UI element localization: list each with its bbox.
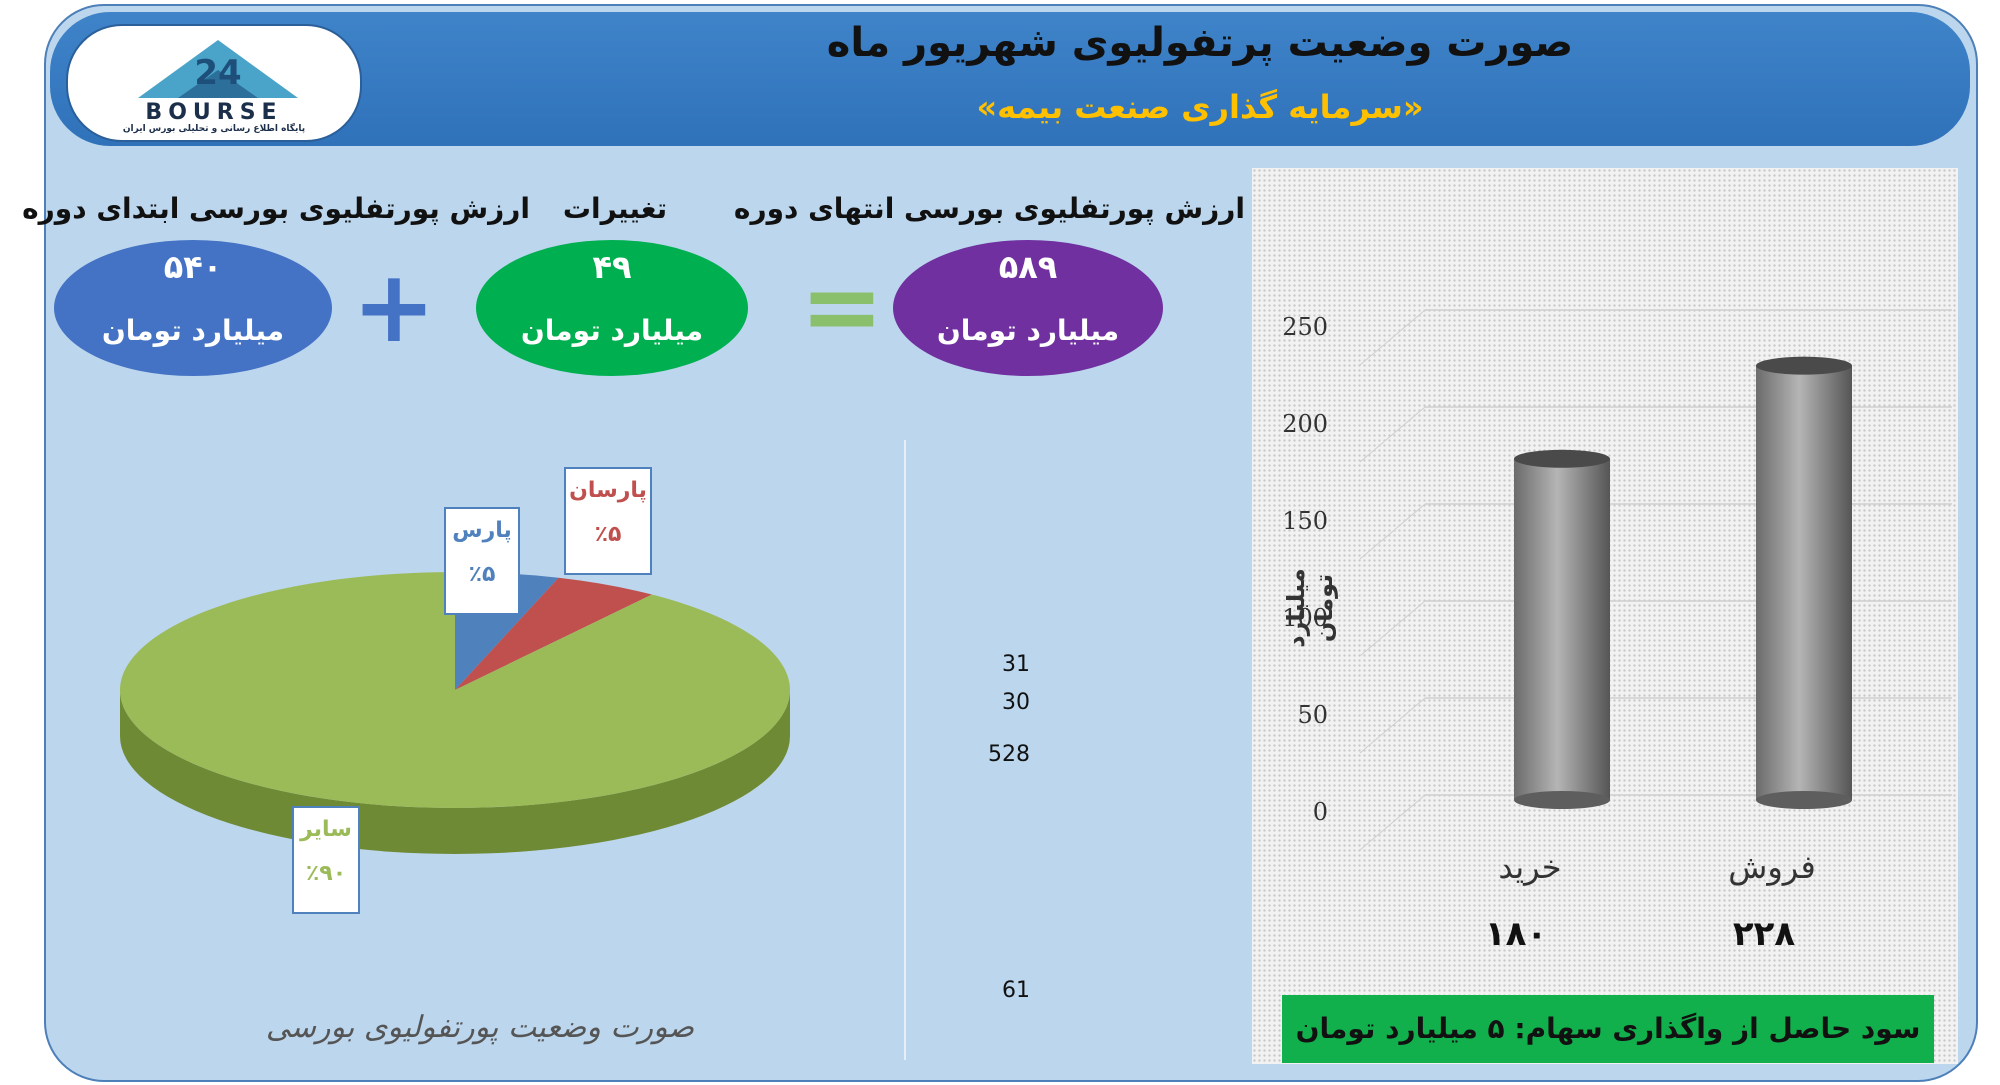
header-banner [50,12,1970,146]
page-title: صورت وضعیت پرتفولیوی شهریور ماه [826,20,1574,66]
bar-value-buy: ۱۸۰ [1484,914,1548,954]
grid-diag-4 [1359,406,1426,463]
bar-0 [1514,458,1610,800]
y-tick-5: 250 [1282,313,1328,341]
pie-label-pars-name: پارس [452,518,512,543]
start-value-label: ارزش پورتفلیوی بورسی ابتدای دوره [22,192,530,225]
pie-label-other-name: سایر [300,817,352,842]
pie-label-parsan: پارسان ٪۵ [564,467,652,575]
change-ellipse: ۴۹ میلیارد تومان [476,240,748,376]
pie-label-other-pct: ٪۹۰ [305,861,347,886]
side-number-2: 30 [1002,690,1030,715]
pie-label-other: سایر ٪۹۰ [292,806,360,914]
pie-side [120,690,790,854]
pie-chart-title: صورت وضعیت پورتفولیوی بورسی [265,1010,695,1045]
pie-label-parsan-name: پارسان [569,478,647,503]
grid-diag-1 [1359,697,1426,754]
pie-slice-1 [455,577,652,690]
bar-category-sell: فروش [1728,848,1816,886]
start-value: ۵۴۰ [163,248,223,286]
change-value: ۴۹ [592,248,632,286]
y-tick-0: 0 [1313,798,1328,826]
bar-chart-ylabel: میلیارد تومان [1282,568,1338,648]
grid-diag-3 [1359,503,1426,560]
side-number-3: 528 [988,742,1030,767]
grid-diag-0 [1359,794,1426,851]
svg-text:24: 24 [194,53,241,93]
logo-subtext: پایگاه اطلاع رسانی و تحلیلی بورس ایران [122,124,306,134]
pie-chart [120,572,791,854]
y-tick-4: 200 [1282,410,1328,438]
divider-line [904,440,906,1060]
pie-slice-2 [120,572,791,808]
bar-top-0 [1514,449,1610,468]
start-value-ellipse: ۵۴۰ میلیارد تومان [54,240,332,376]
pie-label-pars-pct: ٪۵ [468,562,496,587]
side-number-1: 31 [1002,652,1030,677]
y-tick-2: 100 [1282,604,1328,632]
profit-note: سود حاصل از واگذاری سهام: ۵ میلیارد توما… [1282,995,1934,1063]
logo-mountain-icon: 24 [138,40,298,98]
side-number-4: 61 [1002,978,1030,1003]
page-subtitle: «سرمایه گذاری صنعت بیمه» [976,88,1424,126]
bar-value-sell: ۲۲۸ [1732,914,1796,954]
logo-text: BOURSE [145,100,283,125]
bar-category-buy: خرید [1498,848,1562,886]
grid-diag-5 [1359,309,1426,366]
bar-base-1 [1756,791,1852,809]
end-value: ۵۸۹ [998,248,1058,286]
bar-top-1 [1756,356,1852,375]
start-value-unit: میلیارد تومان [101,314,285,347]
change-unit: میلیارد تومان [520,314,704,347]
end-value-ellipse: ۵۸۹ میلیارد تومان [893,240,1163,376]
bar-base-0 [1514,791,1610,809]
pie-label-pars: پارس ٪۵ [444,507,520,615]
equals-sign: = [800,248,884,365]
y-tick-1: 50 [1297,701,1328,729]
grid-diag-2 [1359,600,1426,657]
change-label: تغییرات [562,192,668,225]
plus-sign: + [352,248,436,365]
y-tick-3: 150 [1282,507,1328,535]
bar-1 [1756,365,1852,800]
pie-label-parsan-pct: ٪۵ [594,522,622,547]
end-value-unit: میلیارد تومان [936,314,1120,347]
end-value-label: ارزش پورتفلیوی بورسی انتهای دوره [733,192,1245,225]
logo: 24 BOURSE پایگاه اطلاع رسانی و تحلیلی بو… [66,24,362,142]
bar-chart: 0 50 100 150 200 250 [1282,309,1952,851]
